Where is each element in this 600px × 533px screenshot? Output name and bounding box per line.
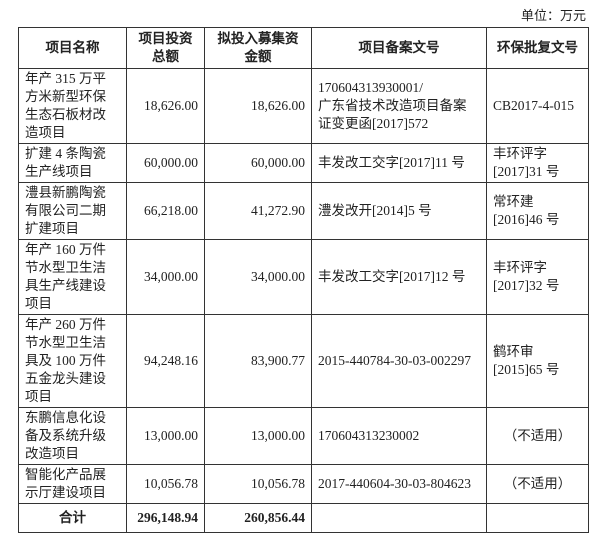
env-approval-cell: 鹤环审 [2015]65 号	[486, 314, 589, 408]
total-investment-cell: 34,000.00	[126, 239, 205, 315]
header-row: 项目名称 项目投资 总额 拟投入募集资 金额 项目备案文号 环保批复文号	[18, 27, 589, 69]
table-row: 东鹏信息化设 备及系统升级 改造项目 13,000.00 13,000.00 1706…	[18, 407, 589, 465]
header-filing-number: 项目备案文号	[311, 27, 487, 69]
total-investment-cell: 13,000.00	[126, 407, 205, 465]
raised-funds-cell: 13,000.00	[204, 407, 312, 465]
total-investment-cell: 10,056.78	[126, 464, 205, 504]
unit-label: 单位：万元	[520, 8, 586, 23]
projects-table: 项目名称 项目投资 总额 拟投入募集资 金额 项目备案文号 环保批复文号 年产 …	[18, 27, 589, 533]
table-row: 年产 260 万件 节水型卫生洁 具及 100 万件 五金龙头建设 项目 94,2…	[18, 314, 589, 408]
total-investment-cell: 18,626.00	[126, 68, 205, 144]
filing-number-cell: 丰发改工交字[2017]12 号	[311, 239, 487, 315]
filing-number-cell: 丰发改工交字[2017]11 号	[311, 143, 487, 183]
project-name-cell: 年产 260 万件 节水型卫生洁 具及 100 万件 五金龙头建设 项目	[18, 314, 127, 408]
filing-number-cell: 2015-440784-30-03-002297	[311, 314, 487, 408]
header-env-approval: 环保批复文号	[486, 27, 589, 69]
total-investment-sum: 296,148.94	[126, 503, 205, 533]
table-row: 扩建 4 条陶瓷 生产线项目 60,000.00 60,000.00 丰发改工交字[2…	[18, 143, 589, 183]
raised-funds-cell: 41,272.90	[204, 182, 312, 240]
env-approval-cell: 丰环评字 [2017]31 号	[486, 143, 589, 183]
project-name-cell: 东鹏信息化设 备及系统升级 改造项目	[18, 407, 127, 465]
total-env-cell	[486, 503, 589, 533]
total-filing-cell	[311, 503, 487, 533]
raised-funds-sum: 260,856.44	[204, 503, 312, 533]
project-name-cell: 澧县新鹏陶瓷 有限公司二期 扩建项目	[18, 182, 127, 240]
total-label: 合计	[18, 503, 127, 533]
raised-funds-cell: 18,626.00	[204, 68, 312, 144]
header-project-name: 项目名称	[18, 27, 127, 69]
raised-funds-cell: 60,000.00	[204, 143, 312, 183]
table-row: 年产 160 万件 节水型卫生洁 具生产线建设 项目 34,000.00 34,00…	[18, 239, 589, 315]
env-approval-cell: （不适用）	[486, 407, 589, 465]
env-approval-cell: CB2017-4-015	[486, 68, 589, 144]
filing-number-cell: 2017-440604-30-03-804623	[311, 464, 487, 504]
filing-number-cell: 170604313930001/ 广东省技术改造项目备案 证变更函[2017]5…	[311, 68, 487, 144]
table-row: 智能化产品展 示厅建设项目 10,056.78 10,056.78 2017-4406…	[18, 464, 589, 504]
raised-funds-cell: 34,000.00	[204, 239, 312, 315]
env-approval-cell: 常环建 [2016]46 号	[486, 182, 589, 240]
total-investment-cell: 60,000.00	[126, 143, 205, 183]
env-approval-cell: （不适用）	[486, 464, 589, 504]
header-total-investment: 项目投资 总额	[126, 27, 205, 69]
total-investment-cell: 94,248.16	[126, 314, 205, 408]
filing-number-cell: 澧发改开[2014]5 号	[311, 182, 487, 240]
table-row: 年产 315 万平 方米新型环保 生态石板材改 造项目 18,626.00 18,6…	[18, 68, 589, 144]
project-name-cell: 年产 160 万件 节水型卫生洁 具生产线建设 项目	[18, 239, 127, 315]
env-approval-cell: 丰环评字 [2017]32 号	[486, 239, 589, 315]
raised-funds-cell: 10,056.78	[204, 464, 312, 504]
project-name-cell: 年产 315 万平 方米新型环保 生态石板材改 造项目	[18, 68, 127, 144]
total-investment-cell: 66,218.00	[126, 182, 205, 240]
filing-number-cell: 170604313230002	[311, 407, 487, 465]
total-row: 合计 296,148.94 260,856.44	[18, 503, 589, 533]
project-name-cell: 智能化产品展 示厅建设项目	[18, 464, 127, 504]
table-row: 澧县新鹏陶瓷 有限公司二期 扩建项目 66,218.00 41,272.90 澧发改开…	[18, 182, 589, 240]
project-name-cell: 扩建 4 条陶瓷 生产线项目	[18, 143, 127, 183]
header-raised-funds: 拟投入募集资 金额	[204, 27, 312, 69]
raised-funds-cell: 83,900.77	[204, 314, 312, 408]
